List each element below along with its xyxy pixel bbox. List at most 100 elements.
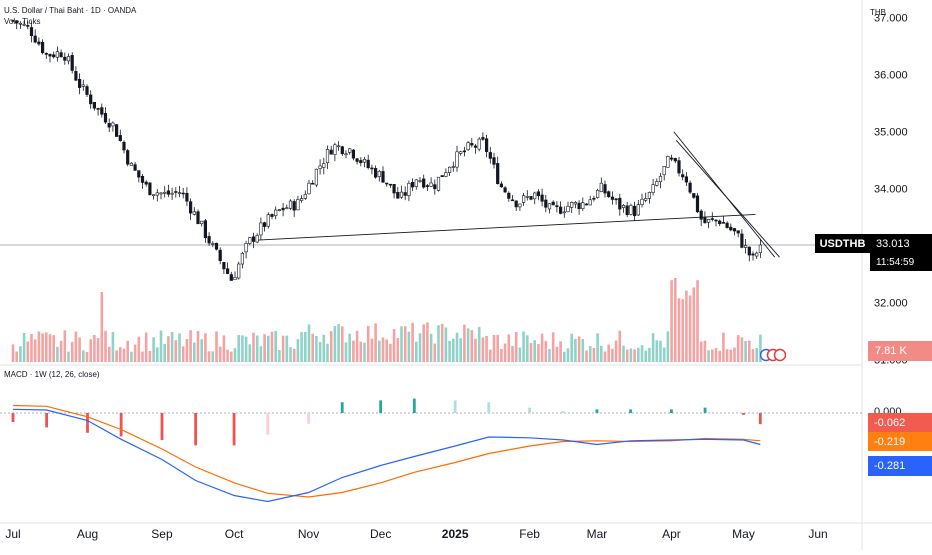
- volume-bar: [714, 347, 718, 362]
- candle: [29, 21, 34, 43]
- macd-histogram-bar: [119, 413, 123, 437]
- volume-bar: [141, 351, 144, 362]
- macd-hist-text: -0.062: [874, 416, 906, 429]
- macd-histogram-bar: [758, 413, 762, 425]
- candle-body-down: [63, 56, 67, 61]
- candle-body-down: [29, 27, 34, 37]
- volume-bar: [459, 338, 462, 362]
- candle-body-down: [669, 157, 674, 160]
- candle: [222, 261, 226, 274]
- volume-bar: [226, 349, 229, 362]
- candle-body-down: [126, 150, 130, 165]
- candle: [459, 150, 463, 156]
- candle-body-down: [632, 205, 637, 217]
- time-tick-label: Oct: [225, 527, 244, 541]
- candle-body-up: [244, 243, 248, 253]
- candle: [285, 204, 289, 210]
- candle: [37, 37, 41, 46]
- volume-bar: [67, 351, 70, 362]
- time-tick-label: Mar: [587, 527, 608, 541]
- candle: [570, 201, 574, 213]
- candle-body-up: [525, 196, 529, 198]
- candle-body-down: [189, 201, 193, 214]
- candle-body-down: [558, 206, 563, 214]
- volume-bar: [119, 347, 122, 362]
- candle-body-down: [699, 210, 703, 220]
- candle-body-down: [462, 150, 467, 153]
- candle: [444, 168, 448, 178]
- candle: [592, 195, 596, 202]
- candle: [22, 20, 26, 27]
- symbol-title[interactable]: U.S. Dollar / Thai Baht · 1D · OANDA: [4, 6, 137, 15]
- volume-bar: [403, 326, 407, 362]
- macd-indicator-label[interactable]: MACD · 1W (12, 26, close): [4, 370, 100, 379]
- candle-body-up: [277, 209, 282, 211]
- candle-body-up: [621, 204, 626, 208]
- candle-body-down: [584, 203, 589, 206]
- volume-bar: [618, 330, 622, 362]
- candle-body-down: [115, 124, 119, 137]
- volume-bar: [622, 345, 625, 362]
- volume-bar: [181, 346, 185, 362]
- volume-bar: [344, 342, 348, 362]
- candle: [351, 148, 356, 161]
- volume-bar: [529, 343, 533, 362]
- candle-body-up: [758, 244, 762, 253]
- candle-body-down: [185, 192, 189, 202]
- candle-body-up: [322, 163, 326, 168]
- candle-body-up: [655, 181, 659, 186]
- volume-bar: [63, 330, 67, 362]
- candle-body-down: [174, 191, 178, 193]
- candle-body-down: [740, 233, 744, 248]
- volume-bar: [600, 345, 603, 362]
- candle: [359, 157, 363, 167]
- candle-body-up: [429, 182, 433, 187]
- volume-bar: [633, 349, 636, 362]
- candle-body-down: [714, 219, 718, 222]
- volume-bar: [237, 335, 240, 362]
- candle-body-up: [588, 199, 592, 206]
- candle-body-up: [211, 243, 215, 245]
- candle-body-down: [118, 135, 122, 141]
- flag-icons[interactable]: [759, 348, 787, 362]
- candle-body-down: [422, 178, 426, 188]
- volume-bar: [167, 336, 170, 362]
- candle: [274, 206, 278, 220]
- volume-bar: [437, 325, 440, 362]
- candle-body-up: [640, 198, 644, 205]
- volume-bar: [389, 343, 392, 362]
- volume-bar: [304, 331, 307, 362]
- volume-bar: [263, 334, 266, 362]
- candle: [307, 179, 311, 195]
- candle: [122, 140, 126, 154]
- candle-body-down: [684, 176, 688, 183]
- candle-body-down: [392, 184, 396, 194]
- candle-body-up: [333, 144, 337, 155]
- candle-body-up: [447, 166, 452, 173]
- macd-signal-line: [12, 404, 761, 498]
- macd-signal-tag: -0.219: [868, 432, 932, 451]
- candle: [536, 189, 540, 201]
- candle-body-down: [351, 149, 356, 159]
- candle: [55, 46, 59, 62]
- candle: [640, 193, 644, 208]
- volume-bar: [655, 340, 659, 362]
- candle: [503, 186, 507, 194]
- volume-bar: [352, 340, 355, 362]
- candle-body-up: [266, 214, 270, 227]
- volume-bar: [196, 331, 200, 362]
- volume-bar: [577, 336, 581, 362]
- candle: [525, 190, 529, 201]
- candle: [370, 164, 374, 175]
- candle-body-down: [473, 145, 478, 148]
- volume-bar: [248, 344, 252, 362]
- volume-bar: [537, 343, 540, 362]
- macd-line-text: -0.281: [874, 460, 906, 472]
- candle-body-down: [592, 197, 596, 200]
- volume-indicator-label[interactable]: Vol · Ticks: [4, 17, 41, 26]
- candle: [684, 172, 688, 186]
- candle: [732, 227, 737, 236]
- currency-label: THB: [870, 8, 886, 17]
